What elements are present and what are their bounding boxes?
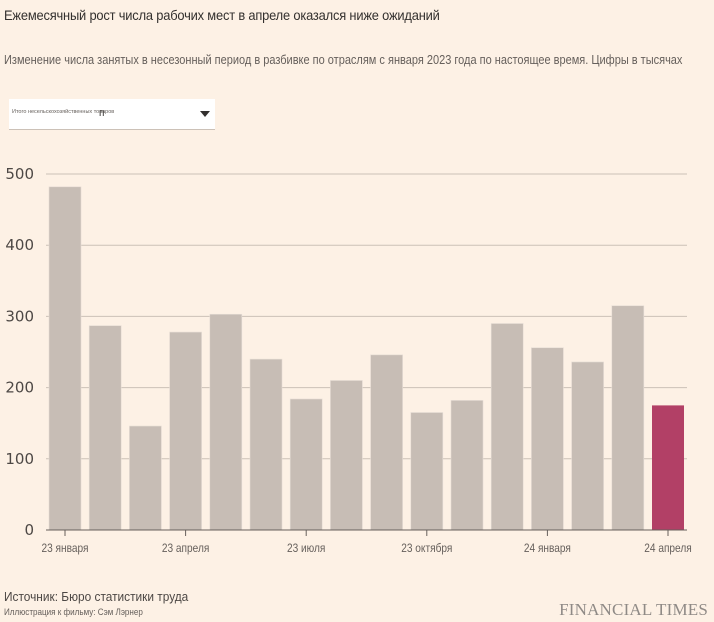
y-axis-labels: 0 100 200 300 400 500 <box>5 165 34 539</box>
bar <box>652 405 684 530</box>
bar <box>88 325 122 531</box>
x-tick-label: 23 апреля <box>162 542 210 555</box>
y-tick-label: 400 <box>5 236 34 254</box>
chart-subtitle: Изменение числа занятых в несезонный пер… <box>4 53 683 67</box>
y-tick-label: 500 <box>5 165 34 183</box>
credit-note: Иллюстрация к фильму: Сэм Лэрнер <box>4 607 143 618</box>
x-tick-label: 23 января <box>41 542 88 555</box>
dropdown-label: Итого несельскохозяйственных товаров <box>12 109 115 115</box>
bar <box>209 313 243 531</box>
x-axis <box>46 529 687 536</box>
bar <box>611 305 645 531</box>
bars <box>48 186 684 531</box>
y-tick-label: 200 <box>5 379 34 397</box>
y-tick-label: 100 <box>5 450 34 468</box>
bar <box>48 186 82 531</box>
bar <box>129 425 162 531</box>
bar <box>370 354 403 531</box>
x-tick-label: 23 июля <box>287 542 326 555</box>
x-tick-label: 23 октября <box>401 542 452 555</box>
x-tick-label: 24 апреля <box>644 542 692 555</box>
bar <box>169 331 202 531</box>
y-tick-label: 0 <box>24 521 34 539</box>
bar <box>490 323 524 531</box>
bar <box>531 347 564 531</box>
x-tick-label: 24 января <box>524 542 571 555</box>
dropdown-value: п <box>99 108 105 119</box>
x-axis-labels: 23 января 23 апреля 23 июля 23 октября 24 ян… <box>41 542 691 555</box>
bar <box>410 412 444 531</box>
bar <box>450 400 484 531</box>
bar <box>289 398 323 531</box>
source-note: Источник: Бюро статистики труда <box>4 590 189 604</box>
chart-title: Ежемесячный рост числа рабочих мест в ап… <box>4 7 440 23</box>
bar-chart: 0 100 200 300 400 500 23 января 23 апреля 23 ию… <box>5 165 691 555</box>
category-dropdown[interactable]: Итого несельскохозяйственных товаров п <box>9 99 215 130</box>
y-tick-label: 300 <box>5 307 34 325</box>
bar <box>571 361 604 531</box>
ft-logo: FINANCIAL TIMES <box>559 600 708 619</box>
bar <box>330 380 363 531</box>
bar <box>249 358 283 531</box>
triangle-down-icon[interactable] <box>200 111 210 117</box>
